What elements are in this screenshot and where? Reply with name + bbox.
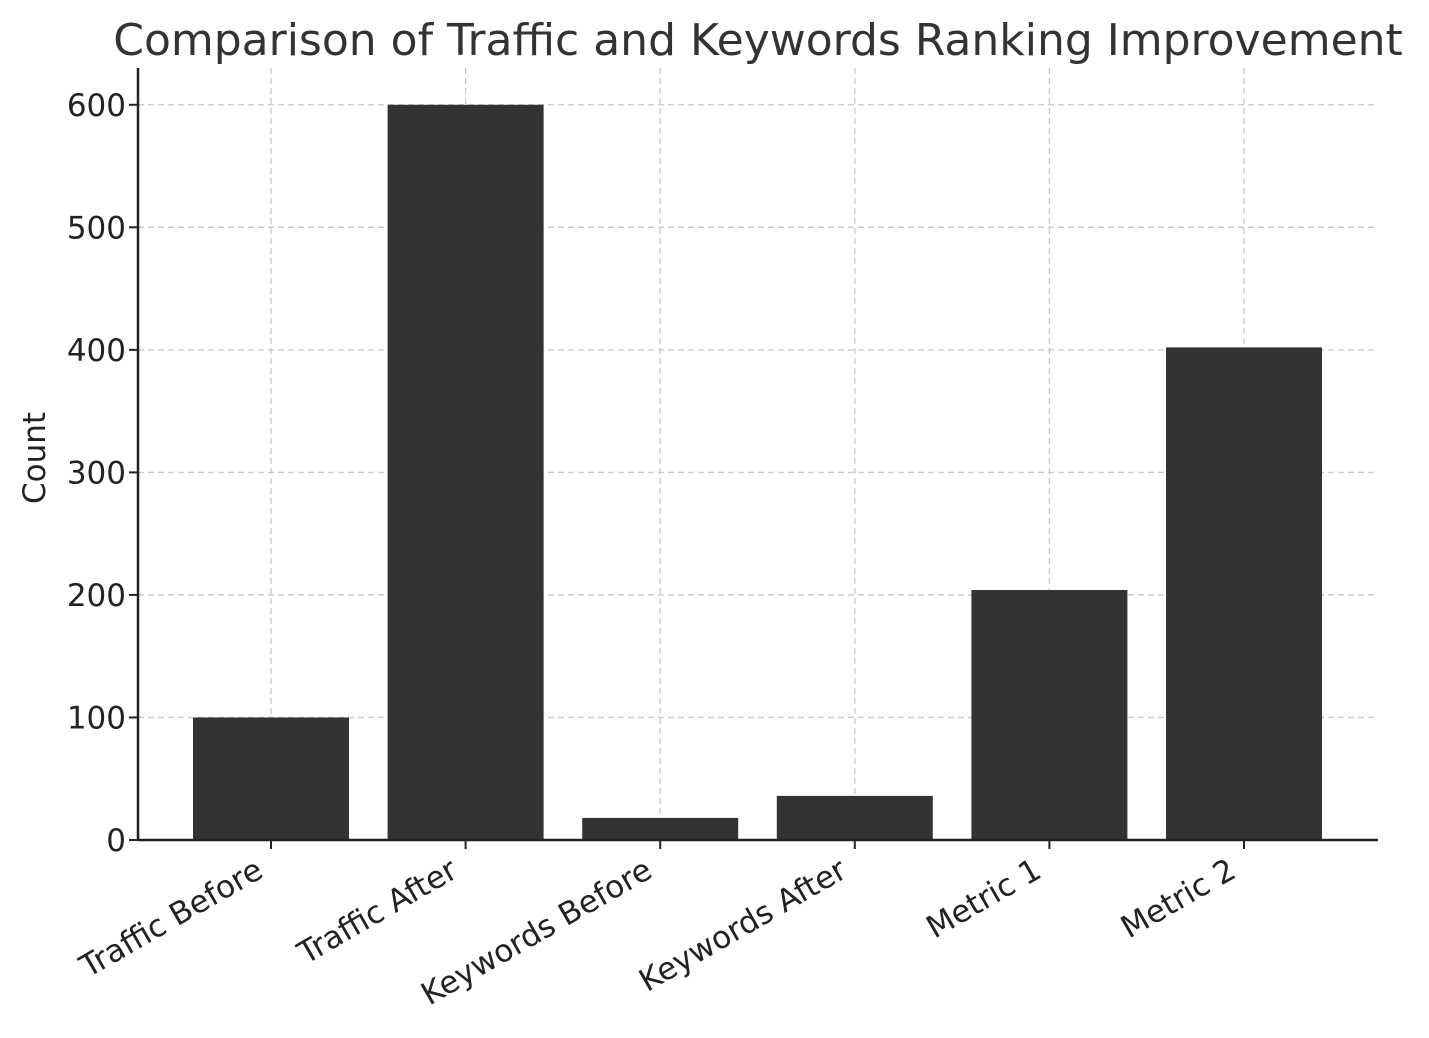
bar-metric-2: [1166, 347, 1322, 840]
x-tick-label: Keywords After: [633, 852, 853, 1000]
y-tick-label: 600: [67, 88, 126, 124]
bars: [193, 104, 1322, 840]
bar-keywords-after: [776, 795, 933, 840]
axes: [136, 68, 1378, 842]
bar-metric-1: [971, 590, 1128, 840]
y-tick-label: 500: [67, 210, 126, 246]
y-tick-label: 0: [106, 823, 126, 859]
y-tick-label: 100: [67, 700, 126, 736]
bar-traffic-after: [387, 104, 544, 840]
y-tick-label: 200: [67, 578, 126, 614]
y-tick-label: 300: [67, 455, 126, 491]
y-axis-label: Count: [17, 412, 53, 504]
y-tick-label: 400: [67, 333, 126, 369]
bar-traffic-before: [193, 717, 349, 840]
x-tick-label: Metric 1: [920, 852, 1047, 946]
chart-title: Comparison of Traffic and Keywords Ranki…: [113, 15, 1403, 66]
x-tick-label: Metric 2: [1115, 852, 1242, 946]
x-tick-label: Traffic After: [291, 852, 464, 973]
x-tick-label: Traffic Before: [73, 852, 269, 986]
y-axis-ticks: 0 100 200 300 400 500 600: [67, 88, 138, 859]
bar-keywords-before: [582, 817, 739, 840]
